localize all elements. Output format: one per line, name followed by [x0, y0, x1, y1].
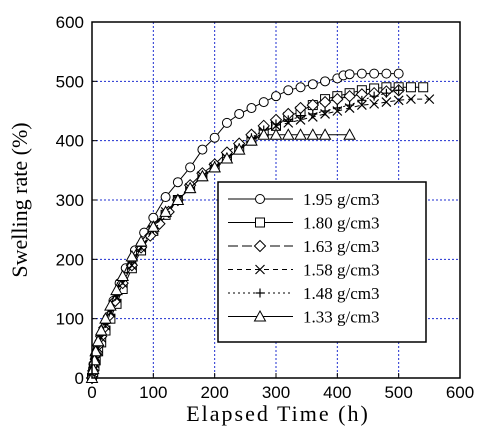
data-point: [159, 205, 172, 217]
data-point: [343, 128, 356, 140]
data-point: [86, 362, 100, 375]
legend-label: 1.95 g/cm3: [303, 190, 380, 209]
data-point: [306, 128, 320, 140]
data-point: [271, 119, 281, 129]
series-line: [91, 134, 350, 379]
y-tick-label: 300: [56, 191, 84, 210]
data-point: [245, 134, 258, 146]
legend-marker: [255, 217, 265, 228]
data-point: [283, 85, 294, 96]
legend-marker: [255, 288, 265, 298]
data-point: [283, 115, 293, 125]
data-point: [318, 128, 332, 140]
y-axis-title: Swelling rate (%): [7, 122, 32, 277]
data-point: [332, 103, 342, 113]
x-tick-label: 600: [446, 383, 474, 402]
data-point: [99, 312, 112, 324]
legend-label: 1.63 g/cm3: [303, 237, 380, 256]
data-point: [418, 82, 429, 93]
data-point: [405, 82, 416, 93]
data-point: [269, 128, 283, 140]
data-point: [296, 112, 306, 122]
legend-label: 1.80 g/cm3: [303, 214, 380, 233]
data-point: [160, 192, 171, 203]
data-point: [172, 177, 183, 188]
data-point: [295, 82, 306, 93]
data-point: [220, 151, 234, 164]
data-point: [94, 323, 108, 336]
data-point: [344, 69, 355, 80]
data-point: [196, 169, 209, 182]
data-point: [246, 103, 257, 114]
data-point: [185, 162, 196, 173]
axes-layer: 0 100 200 300 400 500 600 0 100 200 300 400 500 600: [56, 13, 475, 402]
data-point: [232, 143, 246, 155]
data-point: [208, 160, 222, 173]
y-tick-label: 0: [75, 369, 84, 388]
data-point: [356, 68, 367, 79]
x-tick-label: 0: [87, 383, 96, 402]
data-point: [381, 88, 391, 98]
legend-label: 1.48 g/cm3: [303, 284, 380, 303]
data-point: [234, 108, 245, 119]
data-point: [89, 344, 103, 357]
data-point: [356, 100, 367, 110]
data-point: [104, 299, 117, 311]
data-point: [281, 128, 295, 140]
data-point: [271, 91, 281, 102]
data-point: [257, 128, 271, 140]
data-point: [320, 106, 330, 116]
data-point: [308, 109, 318, 119]
data-point: [134, 234, 148, 247]
series-layer: [85, 68, 435, 385]
legend-marker: [253, 309, 267, 322]
x-tick-label: 300: [262, 383, 290, 402]
data-point: [369, 98, 380, 109]
data-point: [110, 283, 123, 296]
data-point: [171, 193, 185, 205]
data-point: [146, 220, 160, 232]
data-point: [183, 181, 197, 194]
legend-label: 1.58 g/cm3: [303, 261, 380, 280]
data-point: [393, 68, 404, 79]
legend-marker: [255, 194, 265, 204]
x-tick-label: 200: [200, 383, 228, 402]
data-point: [381, 97, 392, 108]
data-point: [294, 128, 307, 140]
data-point: [221, 117, 232, 128]
data-point: [393, 95, 404, 106]
data-point: [125, 249, 139, 262]
data-point: [116, 269, 130, 281]
data-point: [307, 79, 318, 90]
y-tick-label: 600: [56, 13, 84, 32]
data-point: [209, 132, 220, 143]
data-point: [424, 94, 435, 105]
x-tick-label: 500: [384, 383, 412, 402]
data-point: [91, 334, 105, 347]
x-tick-label: 400: [323, 383, 351, 402]
y-tick-label: 100: [56, 310, 84, 329]
x-axis-title: Elapsed Time (h): [186, 401, 370, 426]
data-point: [197, 144, 208, 155]
data-point: [369, 91, 379, 101]
legend-marker: [255, 264, 265, 275]
data-point: [320, 76, 331, 87]
data-point: [381, 68, 392, 79]
legend: 1.95 g/cm3 1.80 g/cm3 1.63 g/cm3 1.58 g/cm3…: [217, 181, 427, 343]
data-point: [394, 85, 404, 95]
x-tick-label: 100: [139, 383, 167, 402]
y-tick-label: 500: [56, 72, 84, 91]
data-point: [369, 68, 380, 79]
legend-marker: [253, 239, 267, 253]
legend-box: [217, 181, 427, 343]
legend-label: 1.33 g/cm3: [303, 308, 380, 327]
data-point: [345, 100, 355, 110]
data-point: [357, 95, 367, 105]
data-point: [258, 97, 269, 108]
y-tick-label: 400: [56, 132, 84, 151]
data-point: [406, 94, 416, 105]
y-tick-label: 200: [56, 250, 84, 269]
